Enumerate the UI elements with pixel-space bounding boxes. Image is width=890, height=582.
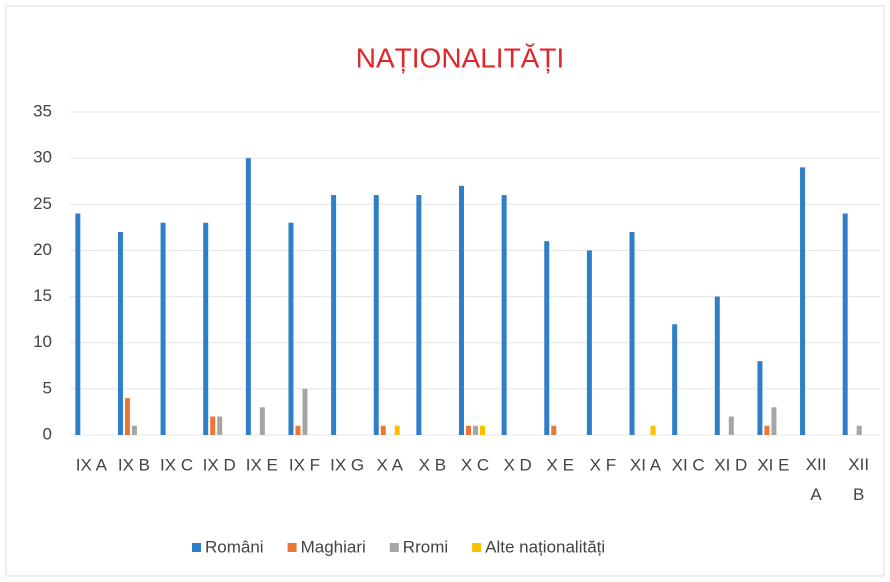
legend-swatch (472, 543, 482, 552)
bar (856, 425, 862, 435)
y-tick-label: 20 (33, 240, 52, 259)
chart-frame (5, 5, 885, 577)
x-tick-label: IX A (76, 455, 108, 474)
x-tick-label: X C (461, 455, 489, 474)
x-tick-label: X E (547, 455, 574, 474)
bar (480, 425, 485, 435)
bar (245, 158, 251, 435)
legend-label: Alte naționalități (485, 537, 605, 556)
bar (842, 213, 848, 435)
bar (672, 324, 678, 435)
y-tick-label: 0 (43, 424, 52, 443)
legend-label: Maghiari (301, 537, 366, 556)
bar (210, 416, 216, 435)
bar (302, 388, 308, 435)
x-tick-label: IX G (330, 455, 364, 474)
bar (764, 425, 770, 435)
bar (629, 231, 635, 435)
x-tick-label: IX B (118, 455, 150, 474)
bar (544, 241, 550, 435)
legend-label: Rromi (403, 537, 448, 556)
bar (259, 407, 265, 435)
bar (217, 416, 223, 435)
bar (394, 425, 400, 435)
y-tick-label: 25 (33, 194, 52, 213)
bar (551, 425, 557, 435)
bar (416, 195, 422, 435)
bar (117, 231, 123, 435)
bar (466, 425, 471, 435)
bar (650, 425, 656, 435)
bar (771, 407, 777, 435)
y-tick-label: 30 (33, 148, 52, 167)
legend-swatch (287, 543, 297, 552)
bar (124, 398, 130, 435)
x-tick-label: X A (377, 455, 404, 474)
x-tick-label: IX F (289, 455, 320, 474)
bar (75, 213, 81, 435)
bar (501, 195, 507, 435)
x-tick-label: XI E (757, 455, 789, 474)
y-tick-label: 10 (33, 332, 52, 351)
bar (373, 195, 379, 435)
x-tick-label: X F (590, 455, 616, 474)
y-tick-label: 15 (33, 286, 52, 305)
bar (331, 195, 337, 435)
bar (714, 296, 720, 435)
bar (295, 425, 301, 435)
bar (800, 167, 806, 435)
x-tick-label: XII B (848, 455, 869, 504)
bar (380, 425, 386, 435)
legend-label: Români (205, 537, 264, 556)
bar (203, 222, 209, 435)
y-tick-label: 35 (33, 101, 52, 120)
x-tick-label: XI A (630, 455, 662, 474)
x-tick-label: X B (419, 455, 446, 474)
y-tick-label: 5 (43, 378, 52, 397)
x-tick-label: XI D (714, 455, 747, 474)
x-tick-label: IX C (160, 455, 193, 474)
legend-swatch (389, 543, 399, 552)
bar (131, 425, 137, 435)
x-tick-label: X D (503, 455, 531, 474)
bar (586, 250, 592, 435)
bar (473, 425, 478, 435)
bar (160, 222, 166, 435)
chart-title: NAȚIONALITĂȚI (356, 42, 564, 73)
bar (459, 185, 464, 435)
x-tick-label: IX E (246, 455, 278, 474)
x-tick-label: IX D (203, 455, 236, 474)
x-tick-label: XII A (806, 455, 827, 504)
legend-swatch (192, 543, 201, 552)
bar (288, 222, 294, 435)
bar (728, 416, 734, 435)
bar (757, 361, 763, 435)
x-tick-label: XI C (672, 455, 705, 474)
